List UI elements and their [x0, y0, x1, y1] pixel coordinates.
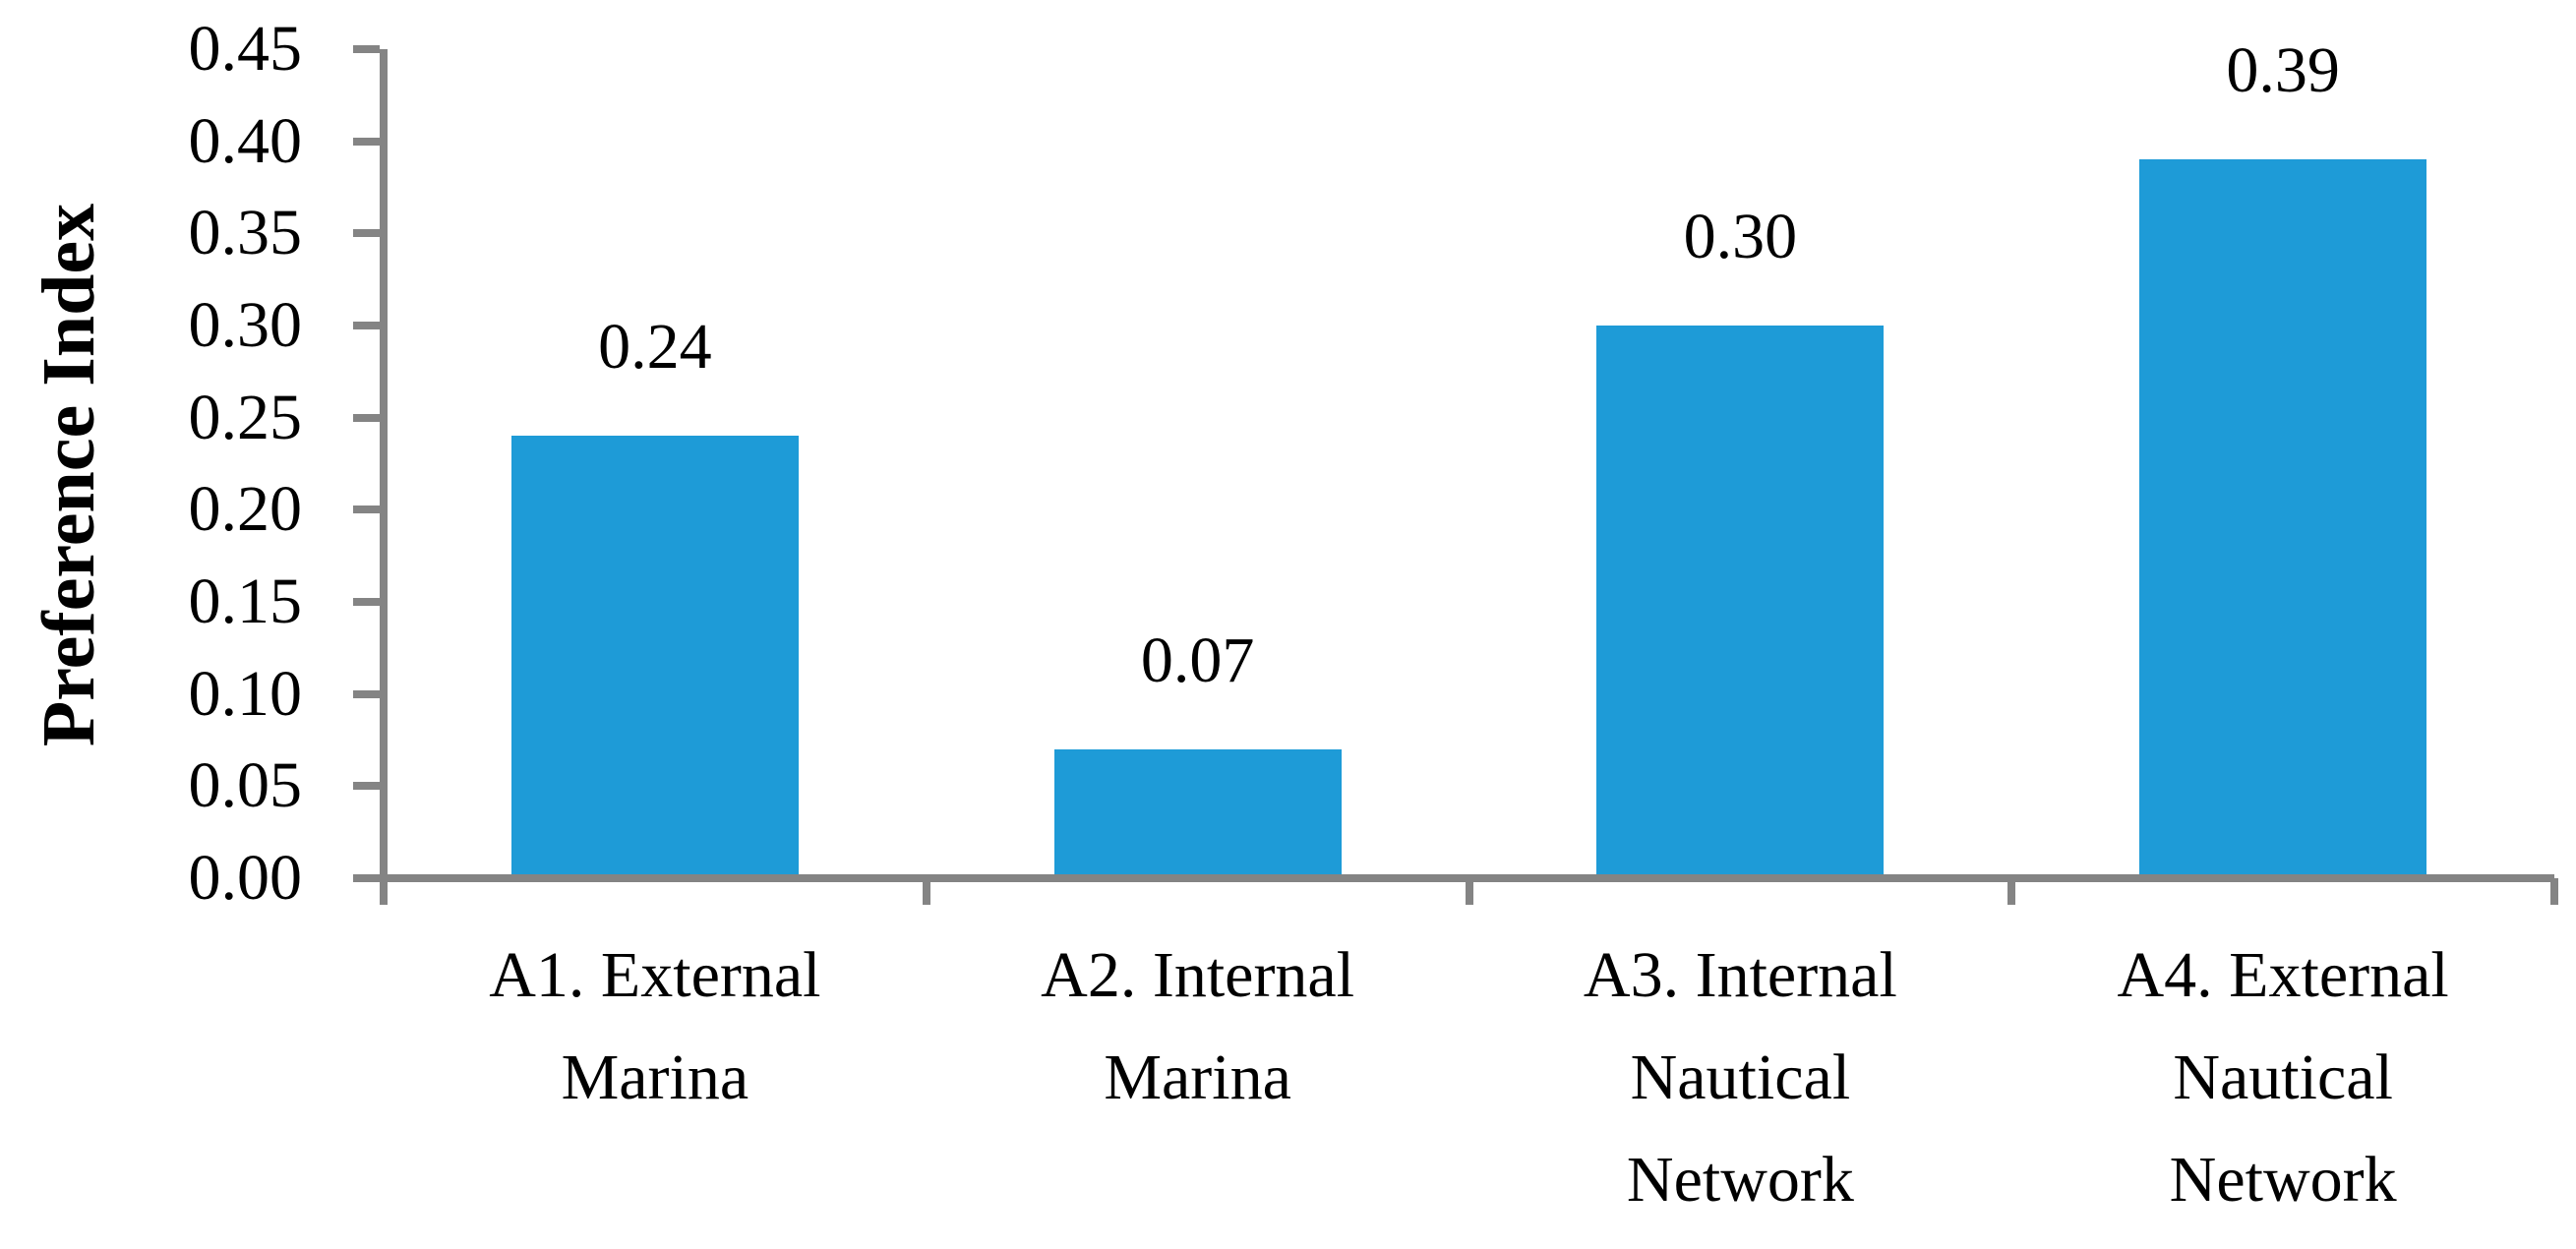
x-axis-tick — [380, 878, 388, 905]
x-axis-category-label: A1. External Marina — [489, 939, 821, 1113]
y-axis-tick-label: 0.45 — [188, 13, 303, 85]
y-axis-tick — [353, 874, 380, 882]
y-axis-tick — [353, 413, 380, 422]
x-axis-tick — [922, 878, 930, 905]
y-axis-tick — [353, 322, 380, 329]
y-axis-tick — [353, 137, 380, 146]
x-axis-category-label: A2. Internal Marina — [1041, 939, 1355, 1113]
x-axis-tick — [1465, 878, 1473, 905]
y-axis-tick-label: 0.05 — [188, 749, 303, 822]
y-axis-tick — [353, 598, 380, 606]
y-axis-tick-label: 0.40 — [188, 104, 303, 177]
y-axis-tick-label: 0.25 — [188, 381, 303, 453]
bar-2 — [1053, 748, 1342, 874]
bar-value-label: 0.30 — [1683, 201, 1798, 272]
bar-value-label: 0.39 — [2226, 34, 2340, 107]
y-axis-tick — [353, 689, 380, 698]
y-axis-tick — [353, 506, 380, 514]
x-axis-tick — [2007, 878, 2016, 905]
y-axis-tick-label: 0.10 — [188, 657, 303, 730]
y-axis-tick-label: 0.30 — [188, 289, 303, 361]
x-axis-tick — [2550, 878, 2558, 905]
y-axis-tick-label: 0.00 — [188, 842, 303, 914]
x-axis-category-label: A4. External Nautical Network — [2117, 939, 2449, 1216]
y-axis-tick — [353, 229, 380, 238]
bar-value-label: 0.07 — [1140, 624, 1255, 696]
y-axis-tick-label: 0.15 — [188, 565, 303, 637]
x-axis-line — [353, 874, 2554, 882]
y-axis-tick — [353, 45, 380, 53]
bar-4 — [2139, 159, 2427, 874]
y-axis-tick-label: 0.20 — [188, 473, 303, 546]
bar-1 — [510, 436, 799, 874]
bar-value-label: 0.24 — [598, 311, 712, 384]
x-axis-category-label: A3. Internal Nautical Network — [1583, 939, 1897, 1216]
y-axis-tick — [353, 782, 380, 791]
y-axis-line — [380, 49, 388, 905]
y-axis-tick-label: 0.35 — [188, 197, 303, 269]
bar-3 — [1596, 326, 1885, 874]
